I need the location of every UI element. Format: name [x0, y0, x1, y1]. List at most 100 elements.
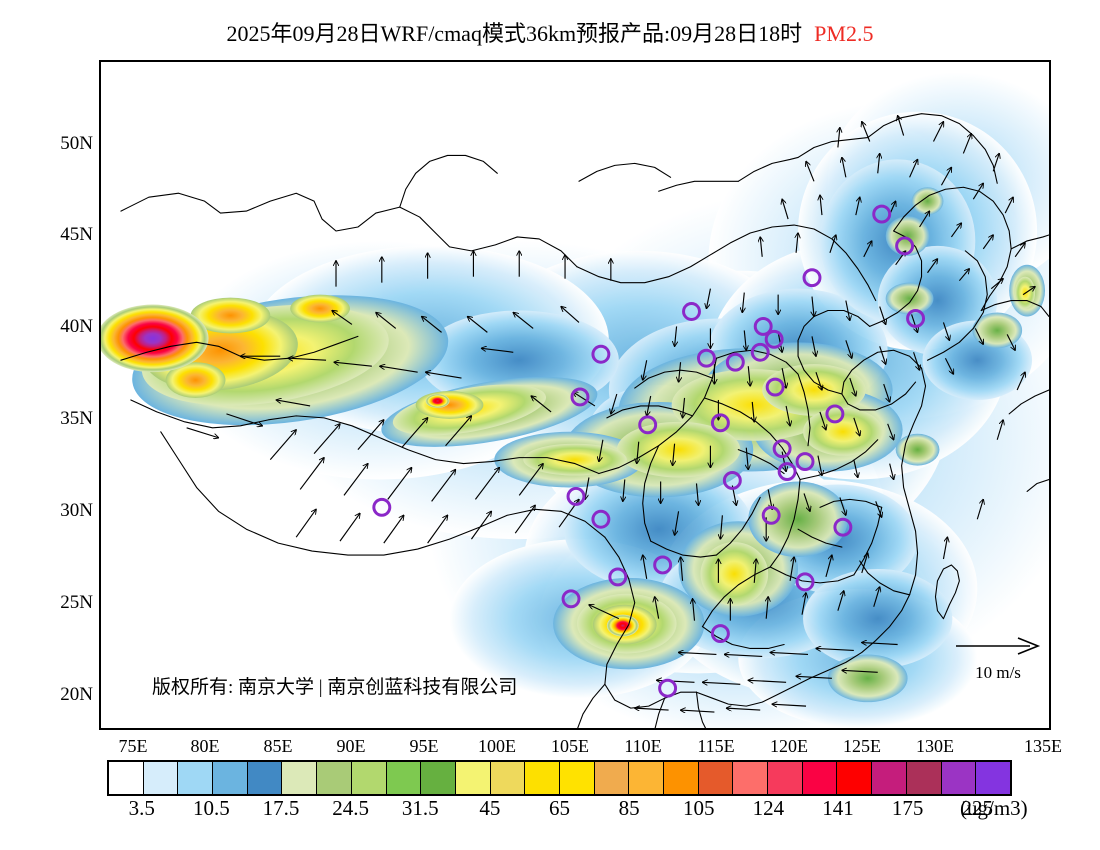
colorbar-tick-124: 124 — [752, 796, 785, 820]
copyright-notice: 版权所有: 南京大学 | 南京创蓝科技有限公司 — [152, 677, 518, 698]
colorbar-tick-85: 85 — [618, 796, 640, 820]
colorbar-swatch — [872, 762, 907, 794]
ytick-50n: 50N — [60, 133, 93, 154]
city-marker — [561, 589, 581, 609]
title-main-text: 2025年09月28日WRF/cmaq模式36km预报产品:09月28日18时 — [226, 21, 803, 46]
city-marker — [696, 348, 716, 368]
xtick-90e: 90E — [336, 736, 366, 756]
city-marker — [765, 377, 785, 397]
colorbar-swatch — [802, 762, 838, 794]
city-marker — [658, 678, 678, 698]
city-marker — [795, 452, 815, 472]
colorbar-tick-31-5: 31.5 — [401, 796, 439, 820]
colorbar-tick-10-5: 10.5 — [193, 796, 230, 820]
xtick-135e: 135E — [1024, 736, 1062, 756]
page-title: 2025年09月28日WRF/cmaq模式36km预报产品:09月28日18时 P… — [0, 16, 1100, 48]
colorbar-swatch — [525, 762, 560, 794]
colorbar-swatch — [143, 762, 179, 794]
city-marker — [833, 517, 853, 537]
xtick-115e: 115E — [697, 736, 735, 756]
colorbar-swatch — [317, 762, 352, 794]
colorbar-swatch — [837, 762, 873, 794]
colorbar-swatch — [594, 762, 630, 794]
colorbar-swatch — [247, 762, 283, 794]
city-marker — [653, 555, 673, 575]
city-marker — [750, 342, 770, 362]
ytick-20n: 20N — [60, 684, 93, 705]
colorbar-swatch — [698, 762, 734, 794]
city-marker — [608, 567, 628, 587]
xtick-110e: 110E — [624, 736, 662, 756]
city-marker — [682, 302, 701, 321]
colorbar-tick-17-5: 17.5 — [262, 796, 300, 820]
colorbar-swatch — [213, 762, 248, 794]
xtick-125e: 125E — [843, 736, 881, 756]
colorbar-swatch — [559, 762, 595, 794]
city-marker — [906, 309, 926, 328]
xtick-130e: 130E — [916, 736, 954, 756]
city-marker-layer[interactable] — [372, 204, 926, 698]
city-marker — [591, 509, 611, 529]
map-plot-frame — [99, 60, 1051, 730]
city-marker — [761, 505, 781, 525]
wind-arrow-icon — [956, 637, 1041, 655]
xtick-85e: 85E — [263, 736, 293, 756]
xtick-100e: 100E — [478, 736, 516, 756]
colorbar-swatch — [455, 762, 491, 794]
city-marker — [570, 387, 590, 407]
map-canvas — [101, 71, 1049, 728]
ytick-40n: 40N — [60, 316, 93, 337]
city-marker — [753, 316, 773, 336]
city-marker — [764, 329, 784, 349]
colorbar-tick-65: 65 — [549, 796, 570, 820]
city-marker — [710, 413, 730, 433]
city-marker — [777, 462, 797, 481]
colorbar-tick-3-5: 3.5 — [128, 796, 155, 820]
city-marker — [591, 344, 611, 364]
concentration-field — [101, 71, 1049, 728]
colorbar-tick-225: 225 — [961, 796, 993, 820]
wind-scale-key: 10 m/s — [950, 636, 1046, 683]
colorbar-tick-141: 141 — [822, 796, 854, 820]
city-marker — [895, 236, 915, 256]
city-marker — [566, 486, 586, 506]
city-marker — [802, 268, 822, 288]
map-borders — [120, 113, 1049, 728]
xtick-120e: 120E — [770, 736, 808, 756]
city-marker — [772, 439, 792, 459]
xtick-95e: 95E — [409, 736, 439, 756]
colorbar-swatch — [733, 762, 769, 794]
xtick-75e: 75E — [118, 736, 148, 756]
title-species-label: PM2.5 — [814, 21, 874, 46]
colorbar-unit-label: (ug/m3) — [960, 796, 1028, 820]
colorbar-swatch — [351, 762, 387, 794]
xtick-105e: 105E — [551, 736, 589, 756]
colorbar-swatch — [664, 762, 699, 794]
colorbar-tick-labels: 3.5 10.5 17.5 24.5 31.5 45 65 85 105 124 141 175 225 — [0, 796, 1100, 826]
colorbar-swatch — [490, 762, 526, 794]
city-marker — [372, 497, 392, 517]
colorbar-swatch — [421, 762, 456, 794]
colorbar-tick-175: 175 — [891, 796, 924, 820]
ytick-45n: 45N — [60, 224, 93, 245]
colorbar-tick-24-5: 24.5 — [332, 796, 370, 820]
colorbar-swatch — [629, 762, 664, 794]
city-marker — [825, 404, 845, 424]
colorbar-swatch — [282, 762, 318, 794]
hexi-plume — [381, 376, 598, 447]
colorbar-tick-105: 105 — [682, 796, 715, 820]
city-marker — [638, 415, 658, 435]
ytick-35n: 35N — [60, 408, 93, 429]
colorbar-tick-45: 45 — [479, 796, 501, 820]
ytick-25n: 25N — [60, 592, 93, 613]
ytick-30n: 30N — [60, 500, 93, 521]
colorbar[interactable] — [107, 760, 1012, 796]
xtick-80e: 80E — [190, 736, 220, 756]
colorbar-swatch — [178, 762, 214, 794]
city-marker — [725, 352, 745, 372]
city-marker — [872, 204, 892, 224]
colorbar-swatch — [768, 762, 803, 794]
colorbar-swatch — [386, 762, 422, 794]
colorbar-swatch — [976, 762, 1010, 794]
